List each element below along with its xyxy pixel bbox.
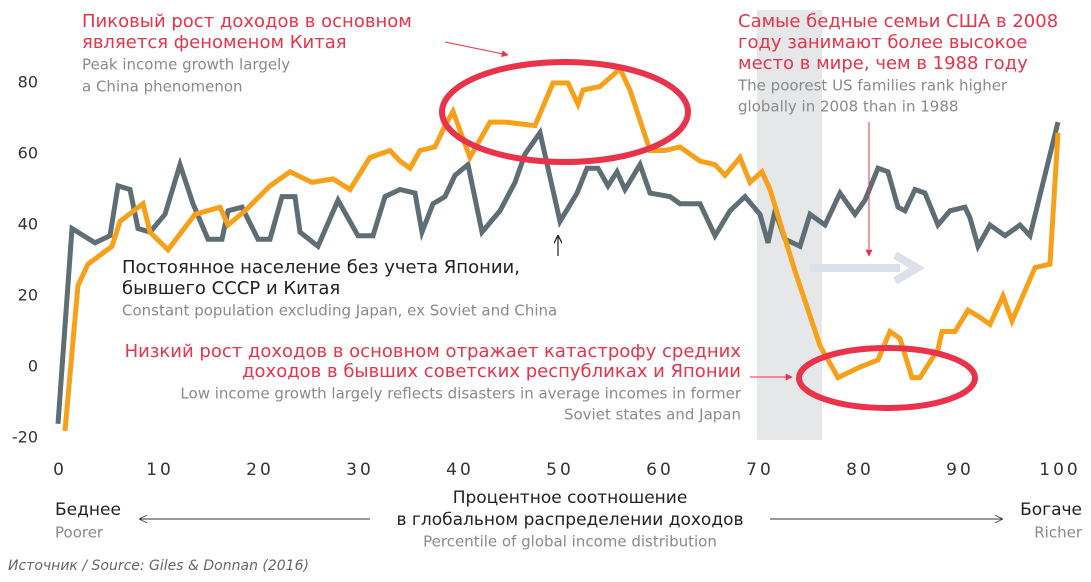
highlight-ellipse — [439, 59, 691, 165]
highlight-ellipse — [796, 345, 978, 411]
annotation: Low income growth largely reflects disas… — [180, 385, 741, 403]
x-tick-label: 40 — [446, 460, 474, 480]
x-tick-label: 80 — [846, 460, 874, 480]
annotation: место в мире, чем в 1988 году — [738, 53, 1028, 74]
plot: -20 0 20 40 60 80 0 10 20 30 40 50 60 70 80 90 100 — [12, 64, 1080, 480]
x-tick-label: 90 — [946, 460, 974, 480]
annotation: является феноменом Китая — [82, 32, 347, 53]
annotation: Soviet states and Japan — [564, 406, 741, 424]
annotation: доходов в бывших советских республиках и… — [242, 361, 741, 382]
shaded-band — [757, 10, 822, 440]
x-axis-label: Percentile of global income distribution — [423, 533, 717, 551]
annotation: Peak income growth largely — [82, 56, 290, 74]
x-axis-label: в глобальном распределении доходов — [396, 510, 743, 530]
annotation: Самые бедные семьи США в 2008 — [738, 11, 1058, 32]
annotation: The poorest US families rank higher — [737, 77, 1008, 95]
y-tick-label: 60 — [18, 144, 38, 163]
left-label: Беднее — [55, 500, 121, 520]
annotation: Пиковый рост доходов в основном — [82, 11, 412, 32]
x-tick-label: 10 — [146, 460, 174, 480]
y-tick-label: 20 — [18, 286, 38, 305]
annotation: году занимают более высокое — [738, 32, 1028, 53]
annotation: a China phenomenon — [82, 78, 243, 96]
arrow — [892, 251, 925, 285]
x-tick-label: 0 — [53, 460, 67, 480]
annotation: Constant population excluding Japan, ex … — [122, 302, 557, 320]
y-tick-label: -20 — [12, 428, 38, 447]
x-tick-label: 100 — [1039, 460, 1080, 480]
left-label: Poorer — [55, 524, 104, 542]
x-tick-label: 60 — [646, 460, 674, 480]
series-line — [55, 121, 1061, 424]
x-tick-label: 70 — [746, 460, 774, 480]
annotation: Низкий рост доходов в основном отражает … — [125, 341, 742, 362]
x-axis-label: Процентное соотношение — [453, 488, 688, 508]
right-label: Richer — [1034, 524, 1083, 542]
arrow — [444, 41, 509, 58]
right-label: Богаче — [1020, 500, 1082, 520]
x-tick-label: 20 — [246, 460, 274, 480]
annotation: бывшего СССР и Китая — [122, 278, 340, 299]
y-tick-label: 40 — [18, 215, 38, 234]
x-tick-label: 50 — [546, 460, 574, 480]
x-tick-label: 30 — [346, 460, 374, 480]
annotation: globally in 2008 than in 1988 — [738, 98, 958, 116]
annotation: Постоянное население без учета Японии, — [122, 257, 520, 278]
series-line — [62, 64, 1061, 432]
y-tick-label: 80 — [18, 73, 38, 92]
source: Источник / Source: Giles & Donnan (2016) — [8, 558, 309, 574]
y-tick-label: 0 — [28, 357, 38, 376]
